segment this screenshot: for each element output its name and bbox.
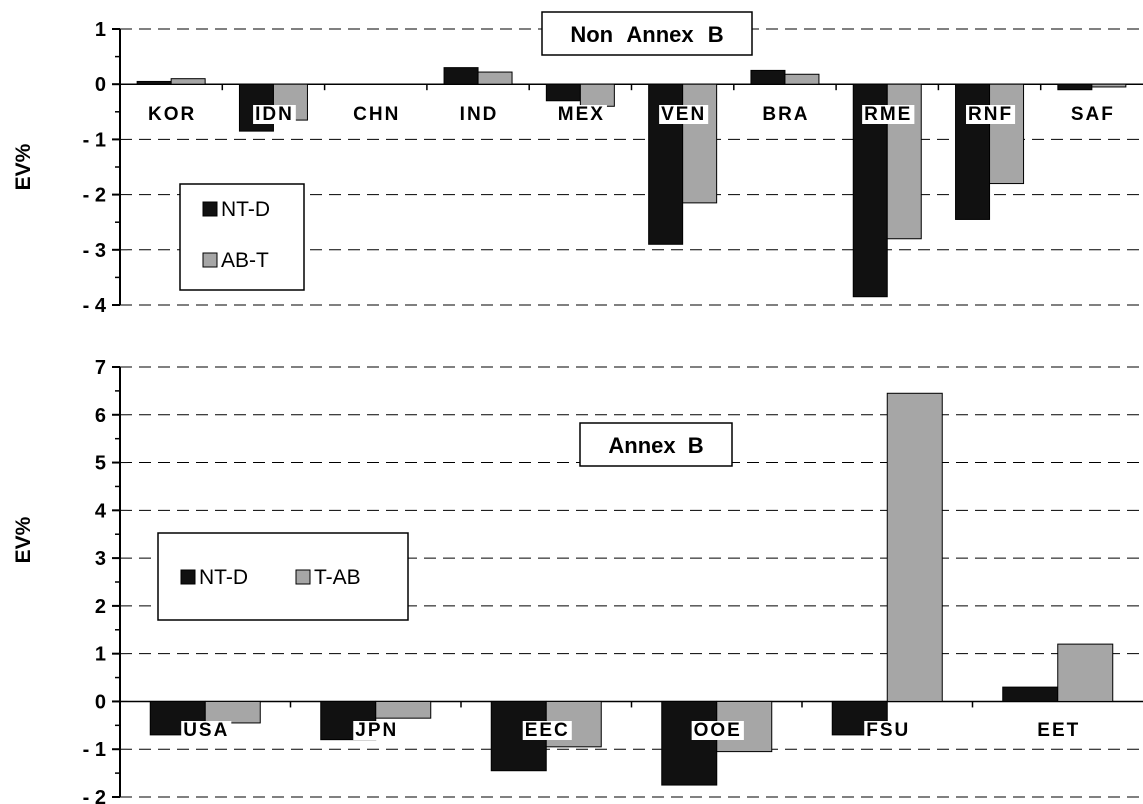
category-label-rnf: RNF [968,104,1013,125]
top-y-tick-label: - 2 [83,185,106,207]
category-label-chn: CHN [353,104,400,125]
category-label-mex: MEX [558,104,605,125]
bar-ind-ab-t [477,71,513,85]
bottom-y-tick-label: - 1 [83,739,106,761]
category-label-kor: KOR [148,104,196,125]
top-y-ticks: 1 0 - 1 - 2 - 3 - 4 [83,19,120,317]
category-label-saf: SAF [1071,104,1115,125]
top-legend-swatch-abt [202,252,218,268]
bottom-legend-swatch-tab [295,569,311,585]
bar-jpn-t-ab [375,700,432,719]
category-label-fsu: FSU [866,720,910,741]
bottom-y-tick-label: 2 [95,596,106,618]
bar-mex-nt-d [545,83,581,102]
bar-bra-ab-t [784,73,820,85]
bottom-y-tick-label: 5 [95,453,106,475]
top-legend-box [179,183,305,291]
category-label-background [555,105,607,124]
bar-ind-nt-d [443,67,479,85]
bottom-y-tick-label: 7 [95,357,106,379]
category-label-ind: IND [460,104,499,125]
top-legend-label-abt: AB-T [221,249,269,272]
bar-kor-nt-d [136,80,172,85]
top-y-tick-label: - 3 [83,240,106,262]
category-label-background [862,105,915,124]
category-label-eet: EET [1037,720,1080,741]
category-label-background [760,105,812,124]
bottom-y-tick-label: - 2 [83,787,106,804]
category-label-background [522,721,572,740]
bottom-legend: NT-D T-AB [157,532,409,621]
bar-fsu-t-ab [886,392,943,702]
category-label-jpn: JPN [355,720,398,741]
non-annex-b-panel: 1 0 - 1 - 2 - 3 - 4 KOR IDN CHN IND MEX VEN BRA RME R… [12,11,1143,317]
bar-rnf-ab-t [989,83,1025,185]
bar-saf-nt-d [1057,83,1093,91]
bar-eet-nt-d [1002,686,1059,702]
category-label-background [864,721,913,740]
category-label-background [253,105,296,124]
category-label-usa: USA [183,720,229,741]
category-label-background [353,721,401,740]
category-label-background [1035,721,1083,740]
top-legend-swatch-ntd [202,201,218,217]
bottom-panel-title-box: Annex B [579,422,733,467]
bar-eet-t-ab [1057,643,1114,702]
bottom-legend-swatch-ntd [180,569,196,585]
bar-ven-ab-t [682,83,718,204]
bar-bra-nt-d [750,69,786,85]
bar-kor-ab-t [170,78,206,85]
bar-usa-t-ab [204,700,261,724]
bottom-y-ticks: 7 6 5 4 3 2 1 0 - 1 - 2 [83,357,120,804]
bottom-panel-title: Annex B [608,433,703,458]
bottom-category-labels: USA JPN EEC OOE FSU EET [181,720,1083,741]
category-label-background [181,721,232,740]
bottom-y-tick-label: 0 [95,691,106,713]
top-y-tick-label: 1 [95,19,106,41]
category-label-background [966,105,1016,124]
bottom-legend-box [157,532,409,621]
category-label-background [691,721,744,740]
bottom-y-axis-title: EV% [12,516,35,563]
category-label-background [351,105,403,124]
bar-saf-ab-t [1091,83,1127,88]
top-category-labels: KOR IDN CHN IND MEX VEN BRA RME RNF SAF [146,104,1117,125]
category-label-ven: VEN [661,104,706,125]
annex-b-panel: 7 6 5 4 3 2 1 0 - 1 - 2 USA JPN EEC OOE FSU EET EV% An… [12,357,1143,804]
bottom-legend-label-ntd: NT-D [199,566,248,589]
bottom-y-tick-label: 4 [95,500,107,522]
bar-mex-ab-t [579,83,615,107]
top-y-tick-label: - 1 [83,129,106,151]
category-label-background [659,105,709,124]
top-y-tick-label: - 4 [83,295,107,317]
top-panel-title: Non Annex B [570,22,723,47]
category-label-bra: BRA [762,104,809,125]
category-label-eec: EEC [525,720,570,741]
top-panel-title-box: Non Annex B [541,11,753,56]
category-label-background [457,105,501,124]
top-legend-label-ntd: NT-D [221,198,270,221]
top-y-tick-label: 0 [95,74,106,96]
bottom-legend-label-tab: T-AB [314,566,361,589]
category-label-rme: RME [864,104,912,125]
top-y-axis-title: EV% [12,143,35,190]
category-label-idn: IDN [255,104,294,125]
category-label-background [1068,105,1117,124]
top-legend: NT-D AB-T [179,183,305,291]
bottom-gridlines [120,366,1143,798]
bottom-y-tick-label: 3 [95,548,106,570]
bar-ooe-nt-d [661,700,718,786]
bottom-y-tick-label: 1 [95,644,106,666]
bottom-y-tick-label: 6 [95,405,106,427]
category-label-ooe: OOE [694,720,742,741]
bottom-bars [149,392,1114,786]
category-label-background [146,105,199,124]
